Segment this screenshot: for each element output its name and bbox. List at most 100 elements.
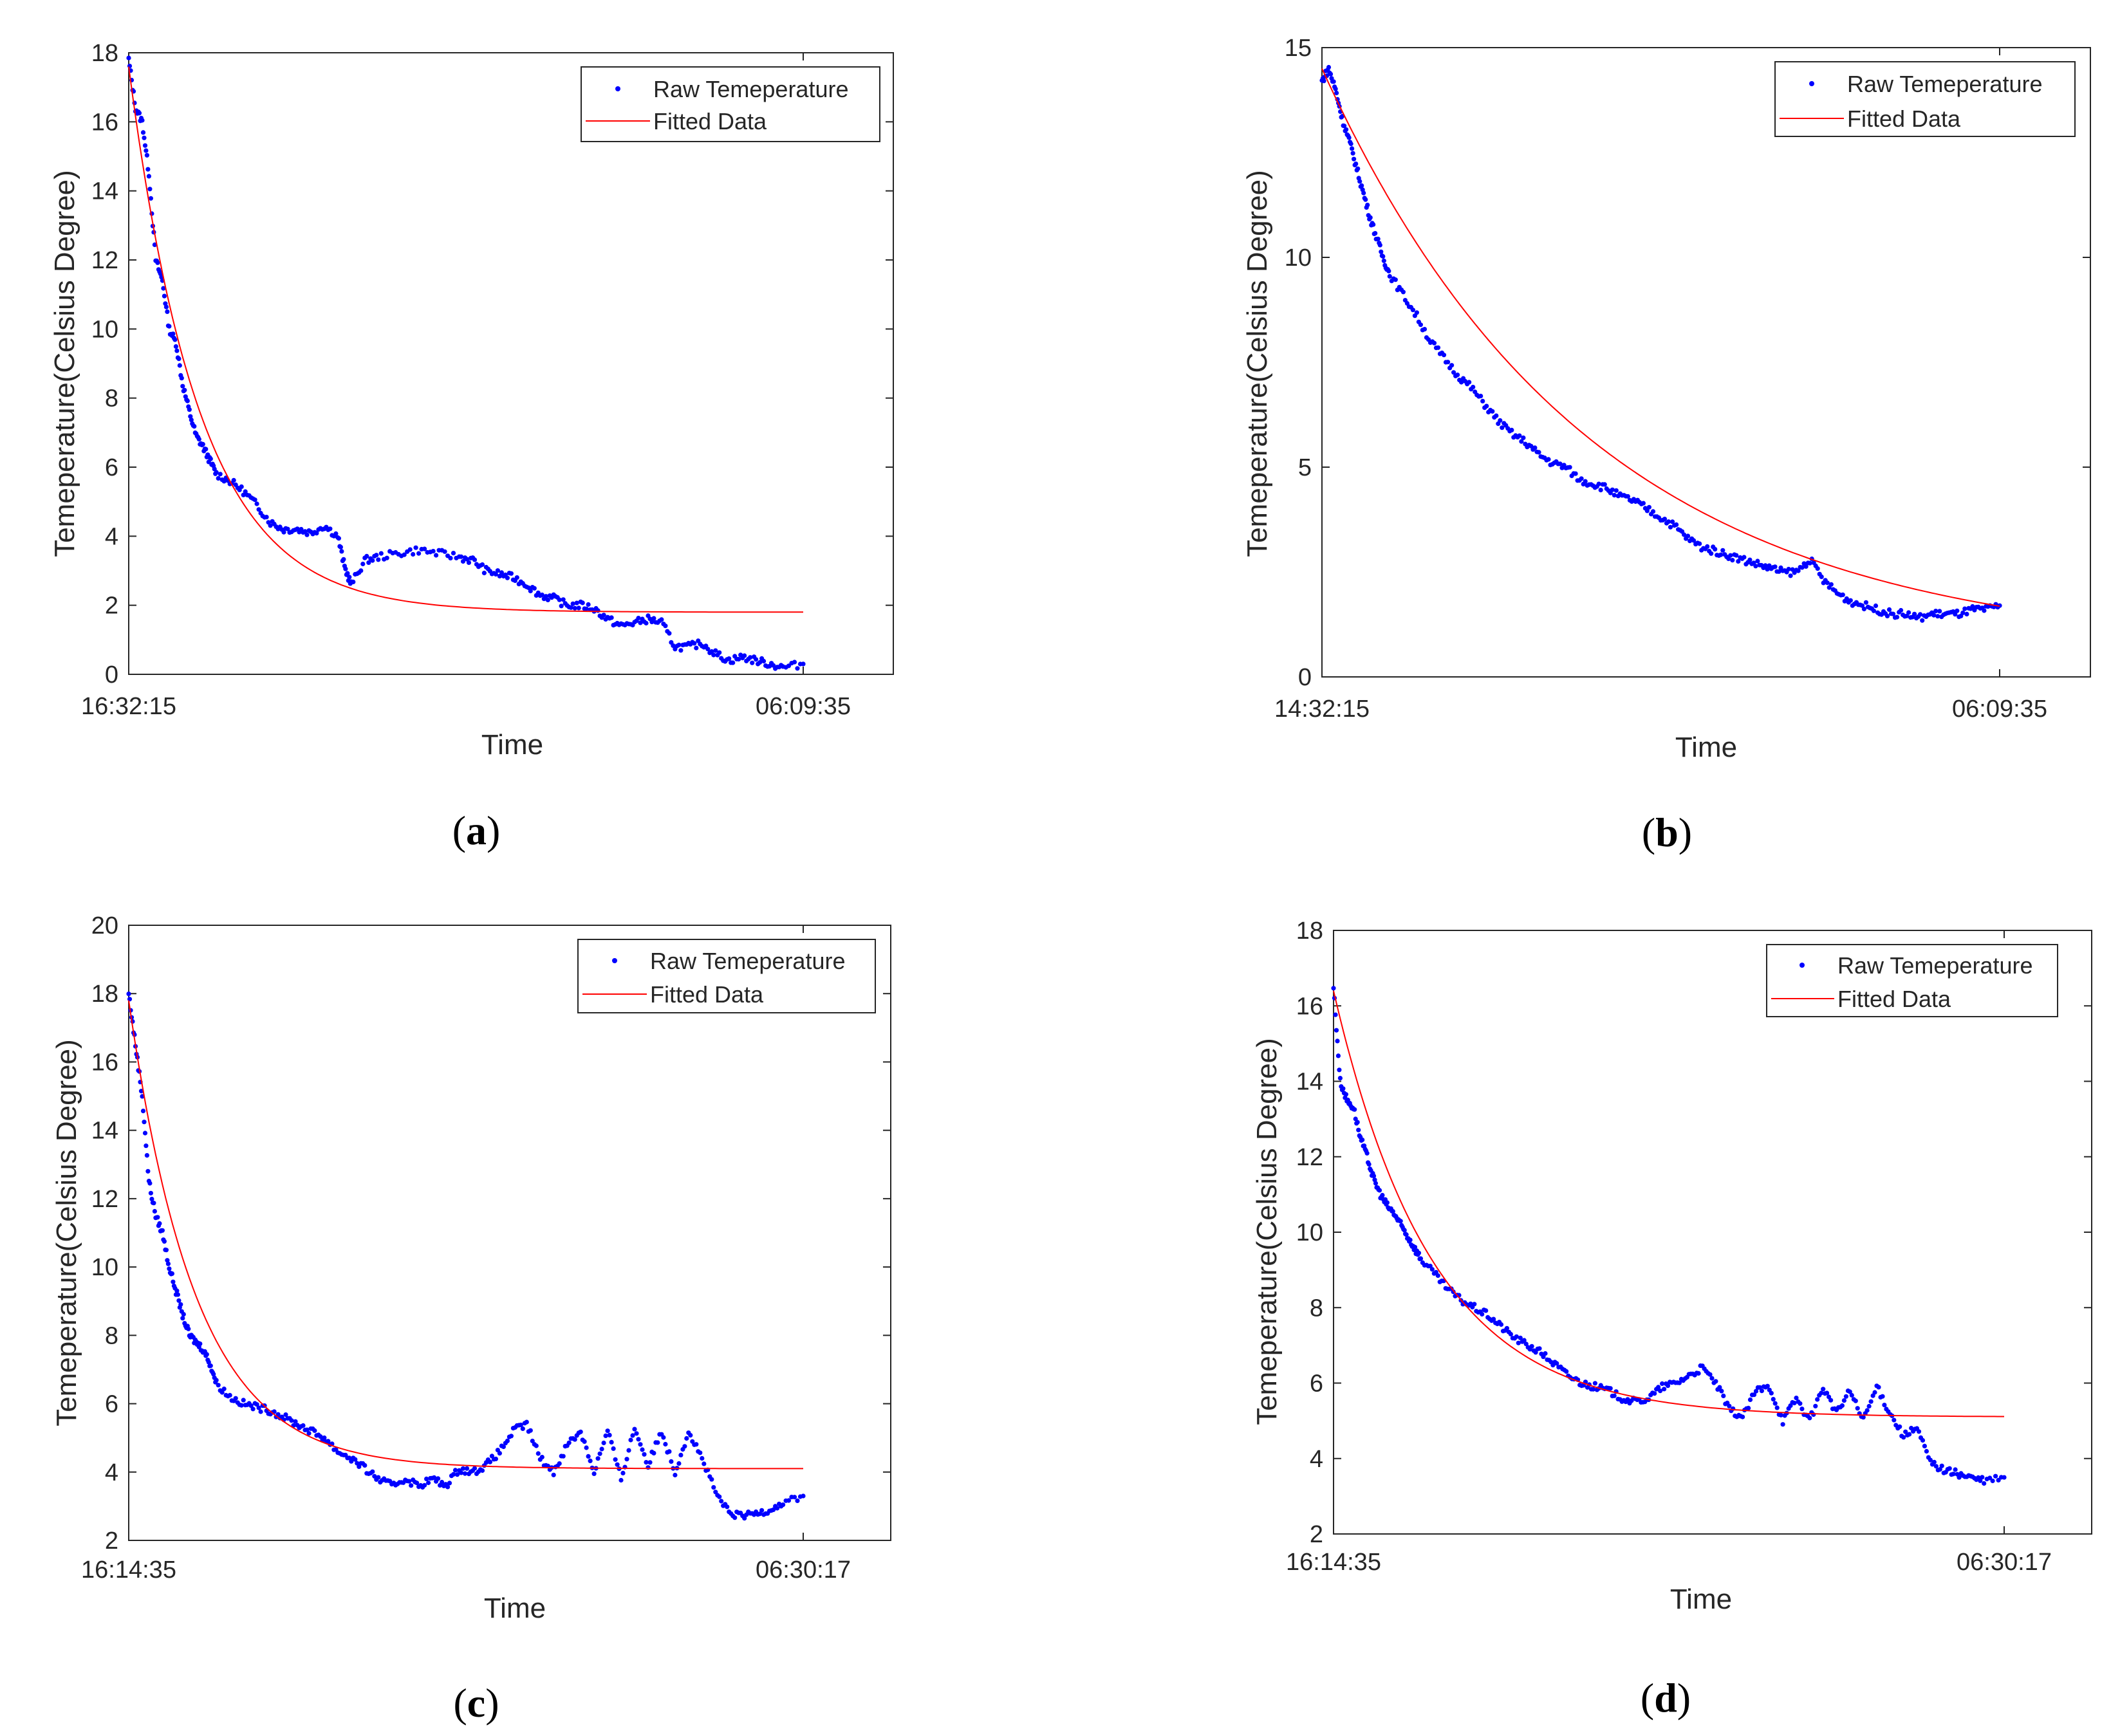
raw-point-b-73	[1393, 277, 1398, 282]
raw-point-a-113	[256, 507, 261, 512]
raw-point-b-214	[1666, 519, 1671, 524]
plot-area-d	[1333, 930, 2092, 1535]
raw-point-d-328	[1872, 1390, 1877, 1395]
raw-point-a-27	[152, 242, 157, 247]
raw-point-d-26	[1356, 1127, 1361, 1132]
raw-point-a-93	[218, 472, 223, 477]
legend-a: Raw Temeperature Fitted Data	[581, 66, 880, 142]
raw-point-c-172	[370, 1469, 375, 1474]
raw-point-d-25	[1355, 1120, 1360, 1125]
raw-point-c-233	[487, 1459, 493, 1464]
raw-point-a-17	[142, 143, 148, 148]
raw-point-d-156	[1543, 1351, 1548, 1356]
raw-point-c-132	[293, 1419, 298, 1424]
raw-point-b-265	[1765, 567, 1770, 572]
raw-point-b-351	[1931, 613, 1937, 618]
raw-point-c-295	[607, 1432, 612, 1437]
raw-points-c	[126, 992, 806, 1521]
raw-point-c-334	[682, 1444, 687, 1449]
raw-point-d-360	[1933, 1464, 1939, 1469]
raw-point-d-162	[1554, 1361, 1559, 1366]
raw-point-a-361	[748, 655, 753, 660]
panel-a: 0 2 4 6 8 10 12 14 16 18 16:32:15 06:09:35 Time T…	[49, 40, 894, 853]
raw-point-a-345	[717, 650, 722, 655]
raw-point-d-300	[1819, 1390, 1824, 1396]
y-tick-label-d-5: 12	[1296, 1144, 1323, 1171]
raw-point-c-110	[250, 1407, 256, 1412]
raw-point-d-315	[1847, 1389, 1852, 1394]
raw-point-a-214	[464, 557, 470, 562]
raw-point-d-311	[1839, 1403, 1845, 1408]
raw-point-b-25	[1344, 127, 1349, 132]
raw-point-c-242	[505, 1438, 510, 1443]
raw-point-a-237	[508, 571, 514, 576]
raw-point-d-272	[1765, 1383, 1770, 1389]
raw-point-a-332	[692, 641, 697, 646]
raw-point-c-211	[445, 1484, 451, 1490]
y-tick-label-a-1: 2	[105, 593, 118, 620]
raw-point-b-58	[1375, 236, 1381, 241]
raw-point-d-279	[1778, 1412, 1783, 1417]
raw-point-b-238	[1713, 547, 1718, 552]
raw-point-a-137	[302, 529, 308, 534]
raw-point-d-48	[1377, 1188, 1382, 1193]
raw-point-a-364	[754, 657, 759, 662]
raw-point-d-51	[1380, 1192, 1385, 1198]
raw-point-a-92	[216, 476, 221, 481]
legend-d: Raw Temeperature Fitted Data	[1766, 944, 2058, 1017]
raw-points-a	[126, 55, 806, 671]
raw-point-d-322	[1861, 1415, 1866, 1420]
raw-point-d-91	[1418, 1256, 1424, 1261]
raw-point-d-151	[1533, 1350, 1538, 1355]
raw-point-d-123	[1480, 1311, 1485, 1317]
raw-point-c-164	[355, 1461, 360, 1466]
raw-point-a-198	[422, 546, 427, 551]
raw-point-d-326	[1868, 1399, 1874, 1404]
raw-point-b-137	[1517, 433, 1522, 438]
raw-point-a-65	[189, 418, 194, 423]
raw-point-d-369	[1951, 1472, 1956, 1477]
y-tick-label-c-7: 16	[91, 1049, 118, 1076]
raw-point-a-169	[351, 579, 356, 585]
raw-point-b-179	[1598, 488, 1603, 493]
raw-point-a-240	[514, 575, 519, 580]
raw-point-d-136	[1504, 1325, 1509, 1331]
raw-point-d-243	[1709, 1376, 1715, 1381]
raw-point-c-23	[148, 1190, 153, 1196]
raw-point-a-341	[709, 649, 714, 654]
raw-point-c-283	[584, 1445, 589, 1450]
raw-point-b-53	[1371, 222, 1376, 227]
raw-point-a-282	[595, 608, 600, 613]
y-ticks-a: 0 2 4 6 8 10 12 14 16 18	[91, 40, 893, 688]
raw-point-c-282	[582, 1439, 587, 1444]
raw-point-b-368	[1964, 611, 1969, 617]
raw-point-d-192	[1612, 1393, 1617, 1398]
y-tick-label-d-3: 8	[1310, 1295, 1323, 1322]
raw-point-a-185	[384, 555, 389, 560]
raw-point-c-41	[165, 1261, 171, 1266]
raw-point-c-109	[248, 1403, 254, 1408]
raw-point-b-306	[1844, 596, 1849, 602]
raw-point-c-307	[630, 1433, 635, 1438]
raw-point-b-337	[1904, 613, 1910, 618]
raw-point-d-142	[1516, 1340, 1521, 1345]
y-tick-label-c-0: 2	[105, 1528, 118, 1555]
raw-point-c-40	[165, 1258, 170, 1263]
raw-point-b-334	[1899, 607, 1904, 613]
raw-point-b-113	[1471, 385, 1476, 390]
raw-point-b-320	[1871, 608, 1876, 613]
raw-point-c-91	[214, 1378, 219, 1383]
raw-point-d-332	[1880, 1394, 1885, 1399]
raw-point-b-35	[1353, 162, 1359, 167]
y-tick-label-c-8: 18	[91, 981, 118, 1008]
raw-point-a-362	[750, 660, 755, 665]
raw-point-b-143	[1529, 443, 1534, 448]
raw-point-d-346	[1907, 1432, 1912, 1437]
raw-point-c-277	[572, 1437, 577, 1442]
raw-point-a-173	[358, 568, 364, 573]
raw-point-d-392	[2002, 1475, 2007, 1480]
raw-point-c-308	[632, 1427, 637, 1432]
raw-point-b-88	[1422, 327, 1427, 332]
raw-point-d-249	[1721, 1393, 1726, 1398]
raw-point-d-324	[1865, 1408, 1870, 1413]
